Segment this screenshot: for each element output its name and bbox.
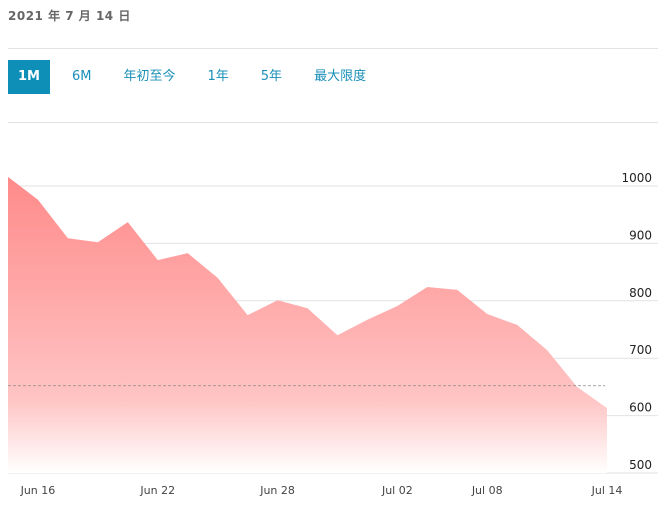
x-tick-label: Jun 16 <box>20 484 56 497</box>
tab-1m[interactable]: 1M <box>8 60 50 94</box>
divider <box>8 48 658 49</box>
date-label: 2021 年 7 月 14 日 <box>8 9 131 23</box>
y-tick-label: 500 <box>629 458 652 472</box>
y-tick-label: 800 <box>629 286 652 300</box>
x-tick-label: Jul 14 <box>591 484 623 497</box>
y-tick-label: 700 <box>629 343 652 357</box>
tab-6m[interactable]: 6M <box>71 69 92 84</box>
x-tick-label: Jul 02 <box>381 484 413 497</box>
y-tick-label: 600 <box>629 401 652 415</box>
tab-5y[interactable]: 5年 <box>260 69 283 84</box>
x-tick-label: Jun 22 <box>139 484 175 497</box>
range-tabs: 1M 6M 年初至今 1年 5年 最大限度 <box>8 60 388 94</box>
divider <box>8 122 658 123</box>
x-tick-label: Jul 08 <box>471 484 503 497</box>
price-area <box>8 176 607 474</box>
y-tick-label: 1000 <box>621 171 652 185</box>
y-tick-label: 900 <box>629 228 652 242</box>
x-tick-label: Jun 28 <box>259 484 295 497</box>
tab-1y[interactable]: 1年 <box>207 69 229 84</box>
tab-max[interactable]: 最大限度 <box>314 69 367 84</box>
tab-ytd[interactable]: 年初至今 <box>123 69 176 84</box>
